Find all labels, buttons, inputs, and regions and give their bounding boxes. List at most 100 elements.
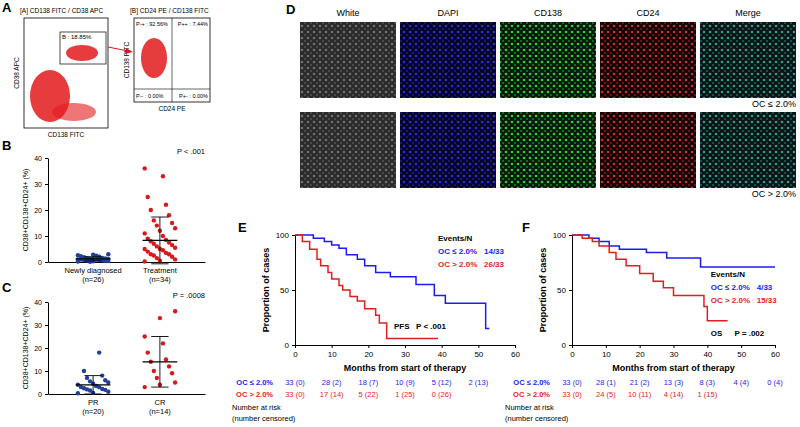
x-tick-mark: [515, 345, 516, 348]
x-tick-label: 30: [670, 350, 679, 359]
error-bar: [84, 376, 101, 394]
x-tick-label: 20: [364, 350, 373, 359]
marks: [76, 166, 178, 264]
x-axis: 0102030405060: [293, 345, 520, 359]
dot: [82, 369, 86, 373]
error-bar-cap: [84, 394, 101, 395]
y-tick: 10: [34, 368, 48, 375]
y-tick: 100: [276, 231, 295, 240]
at-risk-value: 2 (13): [469, 378, 489, 387]
dot: [143, 385, 147, 389]
row-label: OC ≤ 2.0%: [752, 99, 796, 109]
y-tick-mark: [45, 236, 48, 237]
dot: [88, 260, 92, 264]
x-tick: 0: [293, 345, 298, 359]
at-risk-value: 33 (0): [285, 390, 305, 399]
y-tick-label: 0: [38, 259, 42, 266]
y-tick-mark: [45, 325, 48, 326]
column-header: White: [336, 8, 359, 18]
at-risk-value: 5 (12): [432, 378, 452, 387]
at-risk-title: Number at risk: [232, 403, 281, 412]
legend-title: Events/N: [438, 234, 472, 243]
x-tick-mark: [332, 345, 333, 348]
y-tick-label: 0: [38, 391, 42, 398]
dot: [170, 371, 174, 375]
x-tick-label: 20: [636, 350, 645, 359]
x-tick-label: 10: [328, 350, 337, 359]
y-tick-label: 100: [553, 231, 567, 240]
x-tick-label: 50: [737, 350, 746, 359]
x-tick-label: 50: [474, 350, 483, 359]
legend-events: 15/33: [757, 296, 778, 305]
x-tick-mark: [775, 345, 776, 348]
dot: [152, 369, 156, 373]
column-header: DAPI: [437, 8, 458, 18]
image-panel: WhiteDAPICD138CD24MergeOC ≤ 2.0%OC > 2.0…: [300, 8, 796, 199]
y-axis: 050100: [553, 231, 573, 350]
at-risk-value: 1 (15): [698, 390, 718, 399]
legend-events: 4/33: [757, 283, 773, 292]
x-axis: [49, 262, 206, 263]
x-axis-title: CD24 PE: [158, 105, 186, 112]
x-tick-mark: [478, 345, 479, 348]
legend-label: OC > 2.0%: [438, 260, 477, 269]
dot: [143, 247, 147, 251]
plot-title: [B] CD24 PE / CD138 FITC: [130, 7, 209, 15]
quadrant-line: [134, 89, 210, 90]
y-tick: 0: [562, 341, 572, 350]
panel-letter: F: [522, 220, 530, 235]
at-risk-value: 13 (3): [664, 378, 684, 387]
y-tick: 100: [553, 231, 572, 240]
dot: [158, 316, 162, 320]
y-tick: 0: [38, 259, 48, 266]
y-tick: 0: [38, 391, 48, 398]
dot: [164, 203, 168, 207]
y-axis: 010203040: [34, 155, 48, 266]
at-risk-title: Number at risk: [505, 403, 554, 412]
y-tick-label: 100: [276, 231, 290, 240]
at-risk-value: 21 (2): [630, 378, 650, 387]
y-tick-mark: [45, 348, 48, 349]
p-value: P < .001: [177, 147, 205, 156]
legend-label: OC ≤ 2.0%: [438, 247, 477, 256]
x-axis: [49, 394, 206, 395]
x-tick: 30: [670, 345, 679, 359]
x-tick-label: Newly diagnosed(n=26): [65, 266, 122, 284]
dot: [161, 234, 165, 238]
annotation: P = .002: [734, 329, 764, 338]
legend-label: OC > 2.0%: [711, 296, 750, 305]
y-tick-label: 30: [34, 322, 42, 329]
annotation: OS: [711, 329, 723, 338]
at-risk-value: 28 (2): [322, 378, 342, 387]
error-bar: [84, 257, 101, 261]
x-tick-label: 40: [703, 350, 712, 359]
y-tick-mark: [45, 158, 48, 159]
dot: [143, 334, 147, 338]
y-tick-label: 50: [280, 286, 289, 295]
y-tick: 30: [34, 181, 48, 188]
y-tick: 0: [285, 341, 295, 350]
legend-title: Events/N: [711, 270, 745, 279]
panel-letter: D: [286, 2, 295, 17]
at-risk-value: 33 (0): [285, 378, 305, 387]
dot: [152, 218, 156, 222]
x-tick: 10: [602, 345, 611, 359]
x-tick-mark: [405, 345, 406, 348]
x-tick-mark: [707, 345, 708, 348]
y-axis-title: CD38 APC: [13, 57, 20, 89]
dot: [97, 350, 101, 354]
y-tick-label: 0: [285, 341, 290, 350]
y-axis-line: [48, 303, 49, 395]
x-axis-title: CD138 FITC: [48, 131, 85, 138]
marks: [76, 309, 178, 396]
y-axis-title: CD38+CD138+CD24+ (%): [22, 169, 30, 252]
x-tick-mark: [674, 345, 675, 348]
x-tick-mark: [741, 345, 742, 348]
x-tick-label: PR(n=20): [82, 398, 104, 416]
y-tick-mark: [569, 235, 572, 236]
y-axis-title: Proportion of cases: [261, 248, 271, 333]
y-tick: 50: [280, 286, 295, 295]
panel-letter: E: [238, 220, 247, 235]
column-header: Merge: [735, 8, 761, 18]
y-tick: 20: [34, 345, 48, 352]
